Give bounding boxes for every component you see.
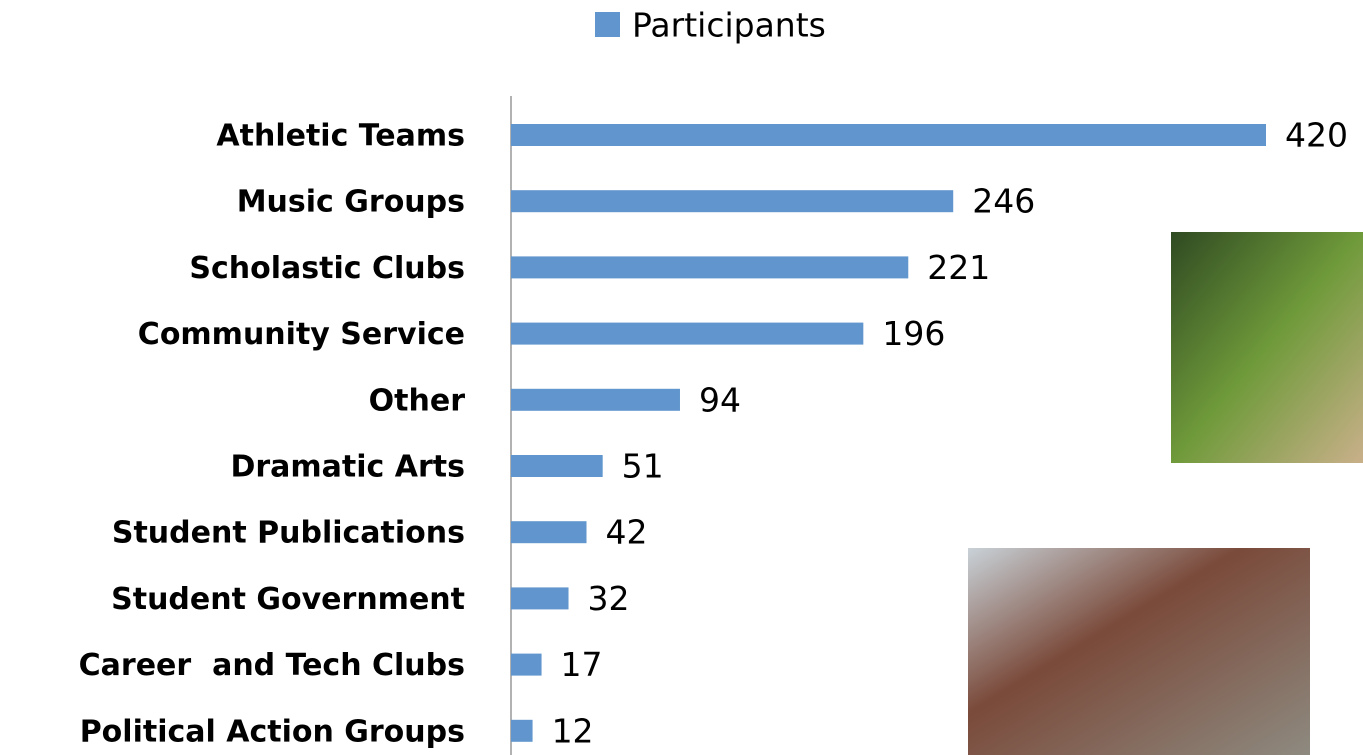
bar <box>511 190 953 212</box>
bar <box>511 389 680 411</box>
legend-label: Participants <box>632 6 826 45</box>
category-label: Other <box>369 383 466 418</box>
value-label: 12 <box>552 711 594 750</box>
value-label: 246 <box>972 182 1035 221</box>
legend-swatch <box>595 12 620 37</box>
bar <box>511 256 908 278</box>
value-label: 32 <box>588 579 630 618</box>
bar <box>511 323 863 345</box>
bar <box>511 124 1266 146</box>
bar <box>511 654 542 676</box>
bar <box>511 587 569 609</box>
category-label: Political Action Groups <box>80 714 465 749</box>
value-label: 420 <box>1285 116 1348 155</box>
bar <box>511 521 587 543</box>
value-label: 51 <box>622 447 664 486</box>
category-label: Music Groups <box>237 185 465 220</box>
category-label: Student Publications <box>112 516 465 551</box>
category-label: Community Service <box>138 317 465 352</box>
category-label: Scholastic Clubs <box>189 251 465 286</box>
bar <box>511 720 533 742</box>
value-label: 42 <box>606 513 648 552</box>
value-label: 17 <box>561 645 603 684</box>
value-label: 221 <box>927 248 990 287</box>
chart: Participants Athletic Teams Music Groups Sc… <box>0 0 1363 755</box>
category-label: Athletic Teams <box>216 119 465 154</box>
photo <box>968 548 1310 755</box>
photo <box>1171 232 1363 463</box>
category-label: Student Government <box>111 582 465 617</box>
value-label: 196 <box>882 314 945 353</box>
category-label: Dramatic Arts <box>230 450 465 485</box>
bar <box>511 455 603 477</box>
category-label: Career and Tech Clubs <box>79 648 465 683</box>
value-label: 94 <box>699 380 741 419</box>
